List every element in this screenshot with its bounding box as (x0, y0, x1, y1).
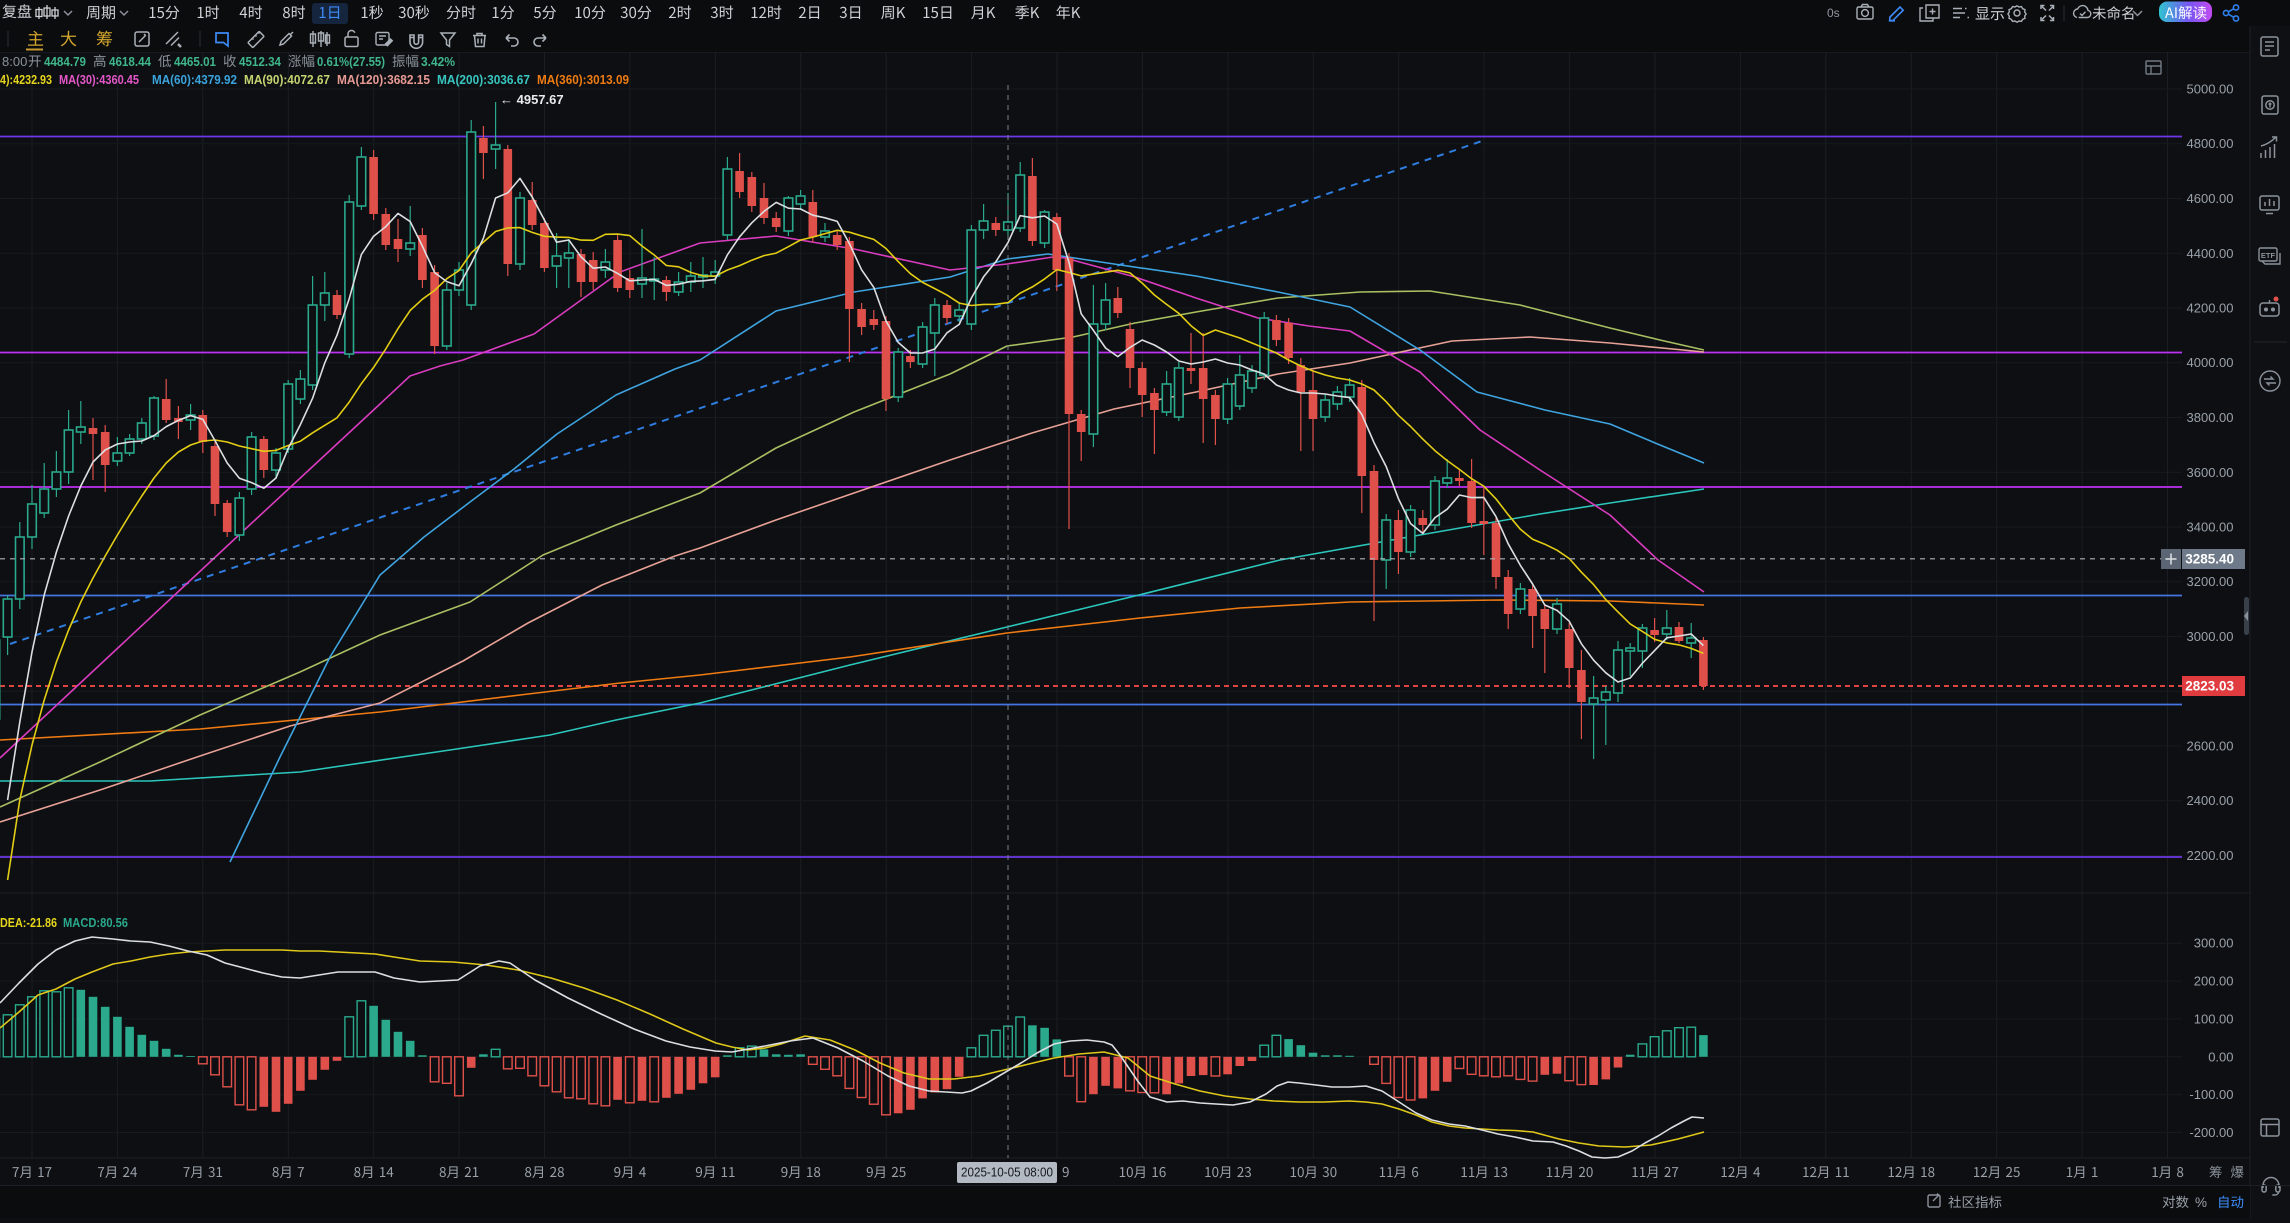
svg-text:0.61%(27.55): 0.61%(27.55) (317, 54, 385, 69)
svg-text:2823.03: 2823.03 (2185, 679, 2234, 694)
svg-text:4484.79: 4484.79 (44, 54, 86, 69)
svg-text:5000.00: 5000.00 (2187, 82, 2234, 97)
svg-text:4200.00: 4200.00 (2187, 301, 2234, 316)
svg-text:3.42%: 3.42% (421, 54, 455, 69)
svg-text:MACD:80.56: MACD:80.56 (63, 915, 128, 930)
svg-text:200.00: 200.00 (2194, 974, 2234, 989)
svg-text:4800.00: 4800.00 (2187, 136, 2234, 151)
svg-text:4600.00: 4600.00 (2187, 191, 2234, 206)
svg-text:MA(200):3036.67: MA(200):3036.67 (437, 72, 530, 87)
svg-text:3000.00: 3000.00 (2187, 629, 2234, 644)
svg-text:0s: 0s (1827, 6, 1840, 20)
svg-text:MA(90):4072.67: MA(90):4072.67 (244, 72, 330, 87)
svg-text:2200.00: 2200.00 (2187, 848, 2234, 863)
svg-text:0.00: 0.00 (2208, 1049, 2233, 1064)
svg-text:MA(60):4379.92: MA(60):4379.92 (152, 72, 237, 87)
svg-text:4618.44: 4618.44 (109, 54, 152, 69)
svg-text:4):4232.93: 4):4232.93 (0, 72, 52, 87)
svg-text:4465.01: 4465.01 (174, 54, 216, 69)
svg-text:DEA:-21.86: DEA:-21.86 (0, 915, 57, 930)
svg-text:ETF: ETF (2261, 251, 2276, 260)
svg-text:3800.00: 3800.00 (2187, 410, 2234, 425)
svg-text:2400.00: 2400.00 (2187, 793, 2234, 808)
svg-text:4000.00: 4000.00 (2187, 355, 2234, 370)
svg-text:3600.00: 3600.00 (2187, 465, 2234, 480)
svg-text:-100.00: -100.00 (2189, 1087, 2233, 1102)
svg-text:3285.40: 3285.40 (2185, 552, 2234, 567)
svg-text:MA(120):3682.15: MA(120):3682.15 (337, 72, 430, 87)
svg-text:2025-10-05 08:00: 2025-10-05 08:00 (961, 1165, 1053, 1180)
svg-text:-200.00: -200.00 (2189, 1125, 2233, 1140)
svg-text:3200.00: 3200.00 (2187, 574, 2234, 589)
svg-text:100.00: 100.00 (2194, 1011, 2234, 1026)
svg-text:4512.34: 4512.34 (239, 54, 282, 69)
svg-text:8:00: 8:00 (2, 54, 27, 69)
svg-text:MA(360):3013.09: MA(360):3013.09 (537, 72, 629, 87)
svg-text:MA(30):4360.45: MA(30):4360.45 (59, 72, 139, 87)
svg-text:4400.00: 4400.00 (2187, 246, 2234, 261)
svg-text:300.00: 300.00 (2194, 936, 2234, 951)
svg-text:← 4957.67: ← 4957.67 (500, 92, 564, 107)
svg-text:3400.00: 3400.00 (2187, 520, 2234, 535)
svg-text:%: % (2195, 1195, 2207, 1210)
svg-text:2600.00: 2600.00 (2187, 739, 2234, 754)
